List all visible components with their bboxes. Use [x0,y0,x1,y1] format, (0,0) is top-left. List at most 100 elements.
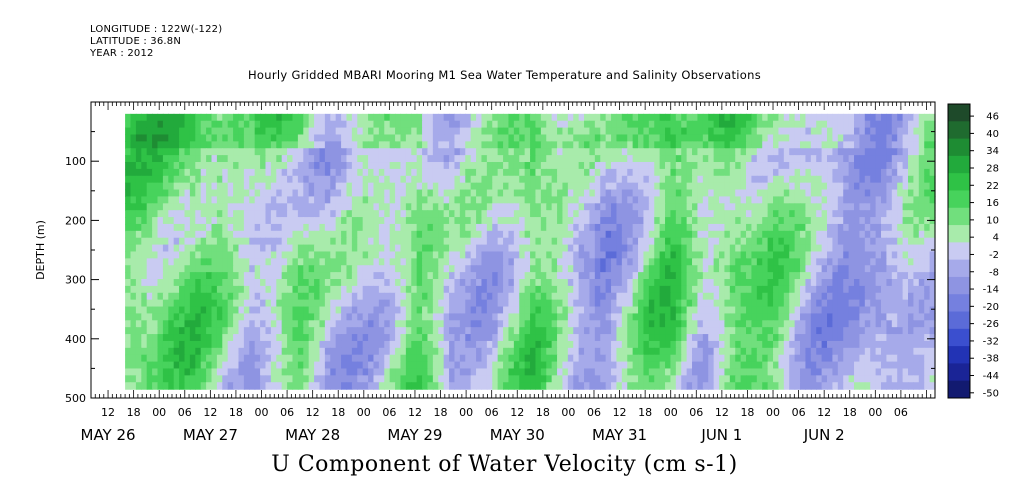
heatmap-cell [557,210,564,218]
heatmap-cell [157,320,164,328]
heatmap-cell [314,313,321,321]
heatmap-cell [908,189,914,198]
heatmap-cell [659,189,666,198]
heatmap-cell [670,279,677,287]
heatmap-cell [746,120,753,129]
heatmap-cell [562,244,569,253]
heatmap-cell [778,203,785,211]
heatmap-cell [400,182,407,191]
heatmap-cell [832,134,839,142]
heatmap-cell [233,334,240,342]
heatmap-cell [400,155,407,163]
heatmap-cell [470,196,477,204]
heatmap-cell [762,292,769,301]
heatmap-cell [870,113,877,122]
heatmap-cell [611,217,618,225]
heatmap-cell [724,237,731,246]
heatmap-cell [508,175,515,184]
heatmap-cell [589,155,596,163]
heatmap-cell [346,313,353,321]
heatmap-cell [891,182,898,191]
heatmap-cell [540,237,547,246]
heatmap-cell [486,313,493,321]
heatmap-cell [292,327,299,335]
heatmap-cell [152,127,159,136]
heatmap-cell [324,230,331,239]
heatmap-cell [249,217,256,225]
heatmap-cell [584,127,591,136]
heatmap-cell [562,292,569,301]
heatmap-cell [362,182,369,191]
heatmap-cell [524,141,531,149]
heatmap-cell [616,285,623,294]
heatmap-cell [405,162,412,170]
heatmap-cell [800,168,807,177]
heatmap-cell [314,272,321,280]
heatmap-cell [789,162,796,170]
heatmap-cell [357,230,364,239]
heatmap-cell [562,113,569,122]
heatmap-cell [627,299,634,308]
heatmap-cell [746,292,753,301]
heatmap-cell [265,203,272,211]
heatmap-cell [524,223,531,232]
heatmap-cell [227,320,234,328]
heatmap-cell [384,168,391,177]
heatmap-cell [621,203,628,211]
heatmap-cell [675,210,682,218]
heatmap-cell [686,251,693,259]
heatmap-cell [292,292,299,301]
heatmap-cell [524,334,531,342]
heatmap-cell [881,244,888,253]
heatmap-cell [168,134,175,142]
heatmap-cell [913,237,920,246]
heatmap-cell [837,272,844,280]
heatmap-cell [443,203,450,211]
heatmap-cell [351,189,358,198]
heatmap-cell [562,155,569,163]
heatmap-cell [675,237,682,246]
heatmap-cell [481,182,488,191]
heatmap-cell [330,223,337,232]
heatmap-cell [200,223,207,232]
heatmap-cell [416,320,423,328]
heatmap-cell [260,210,267,218]
heatmap-cell [319,217,326,225]
heatmap-cell [751,237,758,246]
heatmap-cell [427,313,434,321]
heatmap-cell [848,279,855,287]
heatmap-cell [362,134,369,142]
heatmap-cell [675,251,682,259]
heatmap-cell [854,203,861,211]
heatmap-cell [341,175,348,184]
heatmap-cell [432,306,439,315]
heatmap-cell [832,265,839,273]
heatmap-cell [384,120,391,129]
heatmap-cell [368,237,375,246]
heatmap-cell [913,244,920,253]
heatmap-cell [195,251,202,259]
heatmap-cell [692,203,699,211]
heatmap-cell [800,182,807,191]
heatmap-cell [200,210,207,218]
heatmap-cell [897,217,904,225]
heatmap-cell [227,306,234,315]
heatmap-cell [821,189,828,198]
heatmap-cell [611,196,618,204]
heatmap-cell [648,272,655,280]
heatmap-cell [162,272,169,280]
heatmap-cell [308,141,315,149]
heatmap-cell [891,327,898,335]
heatmap-cell [486,134,493,142]
heatmap-cell [270,327,277,335]
heatmap-cell [351,230,358,239]
heatmap-cell [530,134,537,142]
heatmap-cell [384,272,391,280]
heatmap-cell [594,320,601,328]
heatmap-cell [805,285,812,294]
heatmap-cell [297,120,304,129]
heatmap-cell [605,279,612,287]
heatmap-cell [524,279,531,287]
heatmap-cell [735,189,742,198]
heatmap-cell [503,217,510,225]
